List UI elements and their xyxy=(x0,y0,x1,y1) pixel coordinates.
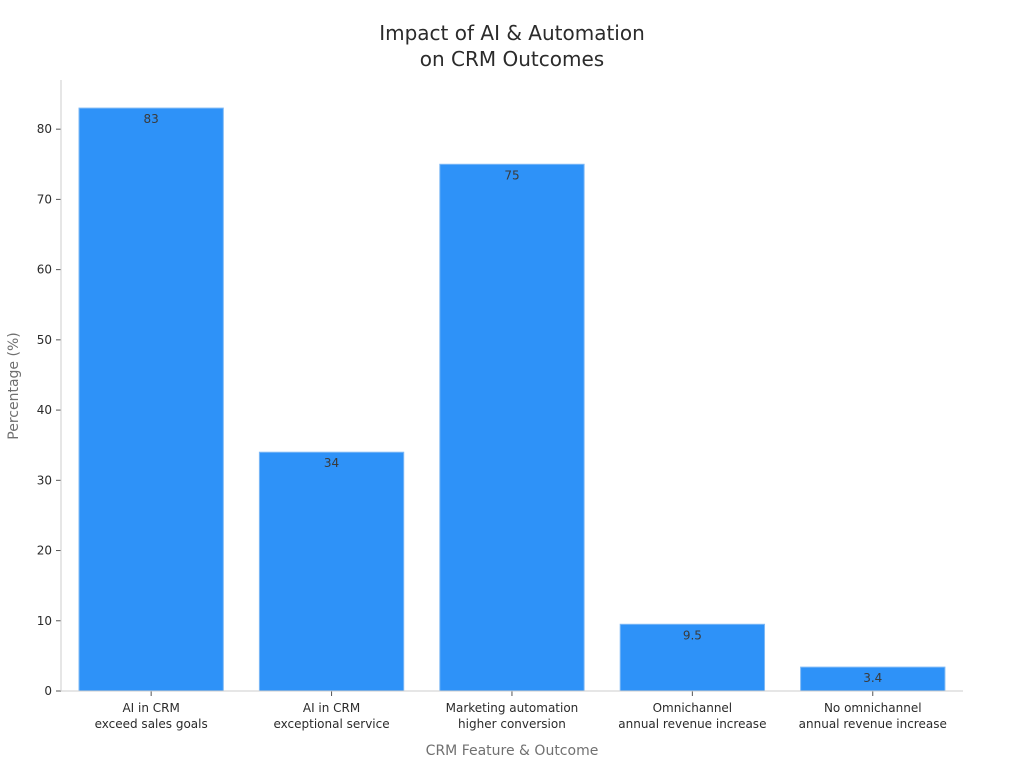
y-tick-label: 30 xyxy=(37,473,52,487)
x-tick-label: exceed sales goals xyxy=(95,717,208,731)
bar xyxy=(78,107,224,692)
y-tick-label: 50 xyxy=(37,333,52,347)
x-tick-label: AI in CRM xyxy=(303,701,360,715)
y-tick-label: 10 xyxy=(37,614,52,628)
y-tick-label: 20 xyxy=(37,544,52,558)
bar xyxy=(439,163,585,692)
x-axis-title: CRM Feature & Outcome xyxy=(426,743,599,759)
x-tick-label: annual revenue increase xyxy=(799,717,947,731)
x-tick-label: Marketing automation xyxy=(446,701,579,715)
x-tick-label: AI in CRM xyxy=(122,701,179,715)
bar-value-label: 34 xyxy=(324,456,339,470)
x-tick-label: annual revenue increase xyxy=(618,717,766,731)
bar-value-label: 9.5 xyxy=(683,628,702,642)
y-tick-label: 80 xyxy=(37,122,52,136)
bar-value-label: 75 xyxy=(504,168,519,182)
bars xyxy=(78,107,946,692)
bar xyxy=(619,623,766,692)
x-tick-label: No omnichannel xyxy=(824,701,922,715)
y-tick-label: 40 xyxy=(37,403,52,417)
bar-value-label: 3.4 xyxy=(863,671,882,685)
chart-title-line: Impact of AI & Automation xyxy=(379,21,645,45)
y-tick-label: 60 xyxy=(37,263,52,277)
data-labels: 83 34 75 9.5 3.4 xyxy=(144,112,883,685)
x-axis-tick-labels: AI in CRM exceed sales goals AI in CRM exce… xyxy=(95,691,947,731)
x-tick-label: higher conversion xyxy=(458,717,566,731)
bar-value-label: 83 xyxy=(144,112,159,126)
chart-title-line: on CRM Outcomes xyxy=(420,47,604,71)
x-tick-label: exceptional service xyxy=(273,717,389,731)
bar xyxy=(258,451,405,692)
y-tick-label: 70 xyxy=(37,192,52,206)
y-tick-label: 0 xyxy=(44,684,52,698)
y-axis-ticks: 0 10 20 30 40 50 60 70 80 xyxy=(37,122,61,698)
x-tick-label: Omnichannel xyxy=(653,701,733,715)
y-axis-title: Percentage (%) xyxy=(6,332,22,439)
